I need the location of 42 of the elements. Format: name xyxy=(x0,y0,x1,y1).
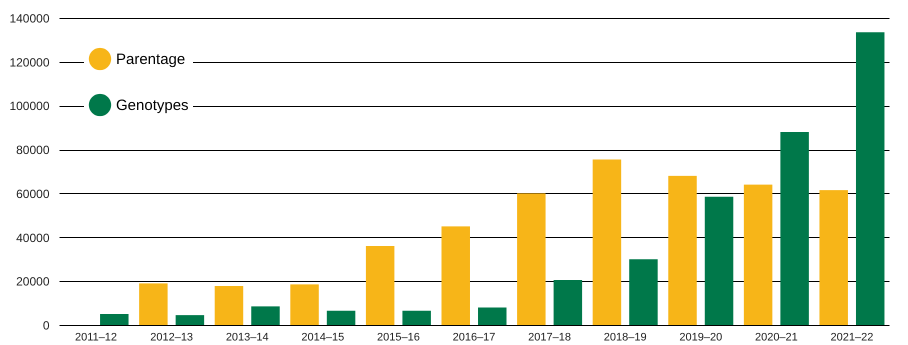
legend-label: Parentage xyxy=(116,51,186,68)
bar xyxy=(744,184,772,325)
x-tick-label: 2021–22 xyxy=(830,332,874,344)
x-tick-label: 2019–20 xyxy=(679,332,722,344)
y-tick-label: 40000 xyxy=(16,230,50,245)
y-tick-label: 100000 xyxy=(9,99,50,114)
bar xyxy=(251,306,280,325)
bar xyxy=(819,190,848,325)
bar xyxy=(592,159,622,325)
x-tick-label: 2016–17 xyxy=(452,332,496,344)
y-tick-label: 80000 xyxy=(16,143,50,158)
bar xyxy=(629,259,658,325)
x-tick-label: 2020–21 xyxy=(754,332,798,344)
bar xyxy=(214,286,244,325)
x-tick-label: 2017–18 xyxy=(528,332,572,344)
bar xyxy=(326,310,356,325)
x-tick-label: 2014–15 xyxy=(301,332,344,344)
bar xyxy=(402,310,431,325)
bar xyxy=(517,193,546,325)
bar xyxy=(139,283,168,325)
bar xyxy=(704,196,734,325)
x-tick-label: 2015–16 xyxy=(376,332,420,344)
y-tick-label: 20000 xyxy=(16,274,50,289)
bar xyxy=(176,315,204,325)
x-tick-label: 2011–12 xyxy=(75,332,118,344)
y-tick-label: 120000 xyxy=(9,55,50,70)
x-tick-label: 2013–14 xyxy=(226,332,269,344)
bar xyxy=(100,314,129,325)
bar xyxy=(366,246,394,325)
bar xyxy=(668,176,697,325)
y-tick-label: 60000 xyxy=(16,186,50,201)
bar xyxy=(780,132,809,325)
x-tick-label: 2012–13 xyxy=(150,332,194,344)
y-tick-label: 0 xyxy=(42,318,50,332)
bar xyxy=(856,32,884,325)
bar xyxy=(441,226,470,325)
bar xyxy=(478,307,507,325)
y-tick-label: 140000 xyxy=(9,12,50,26)
bar xyxy=(290,284,319,325)
legend-label: Genotypes xyxy=(116,97,189,114)
bar xyxy=(554,280,582,325)
x-tick-label: 2018–19 xyxy=(604,332,647,344)
